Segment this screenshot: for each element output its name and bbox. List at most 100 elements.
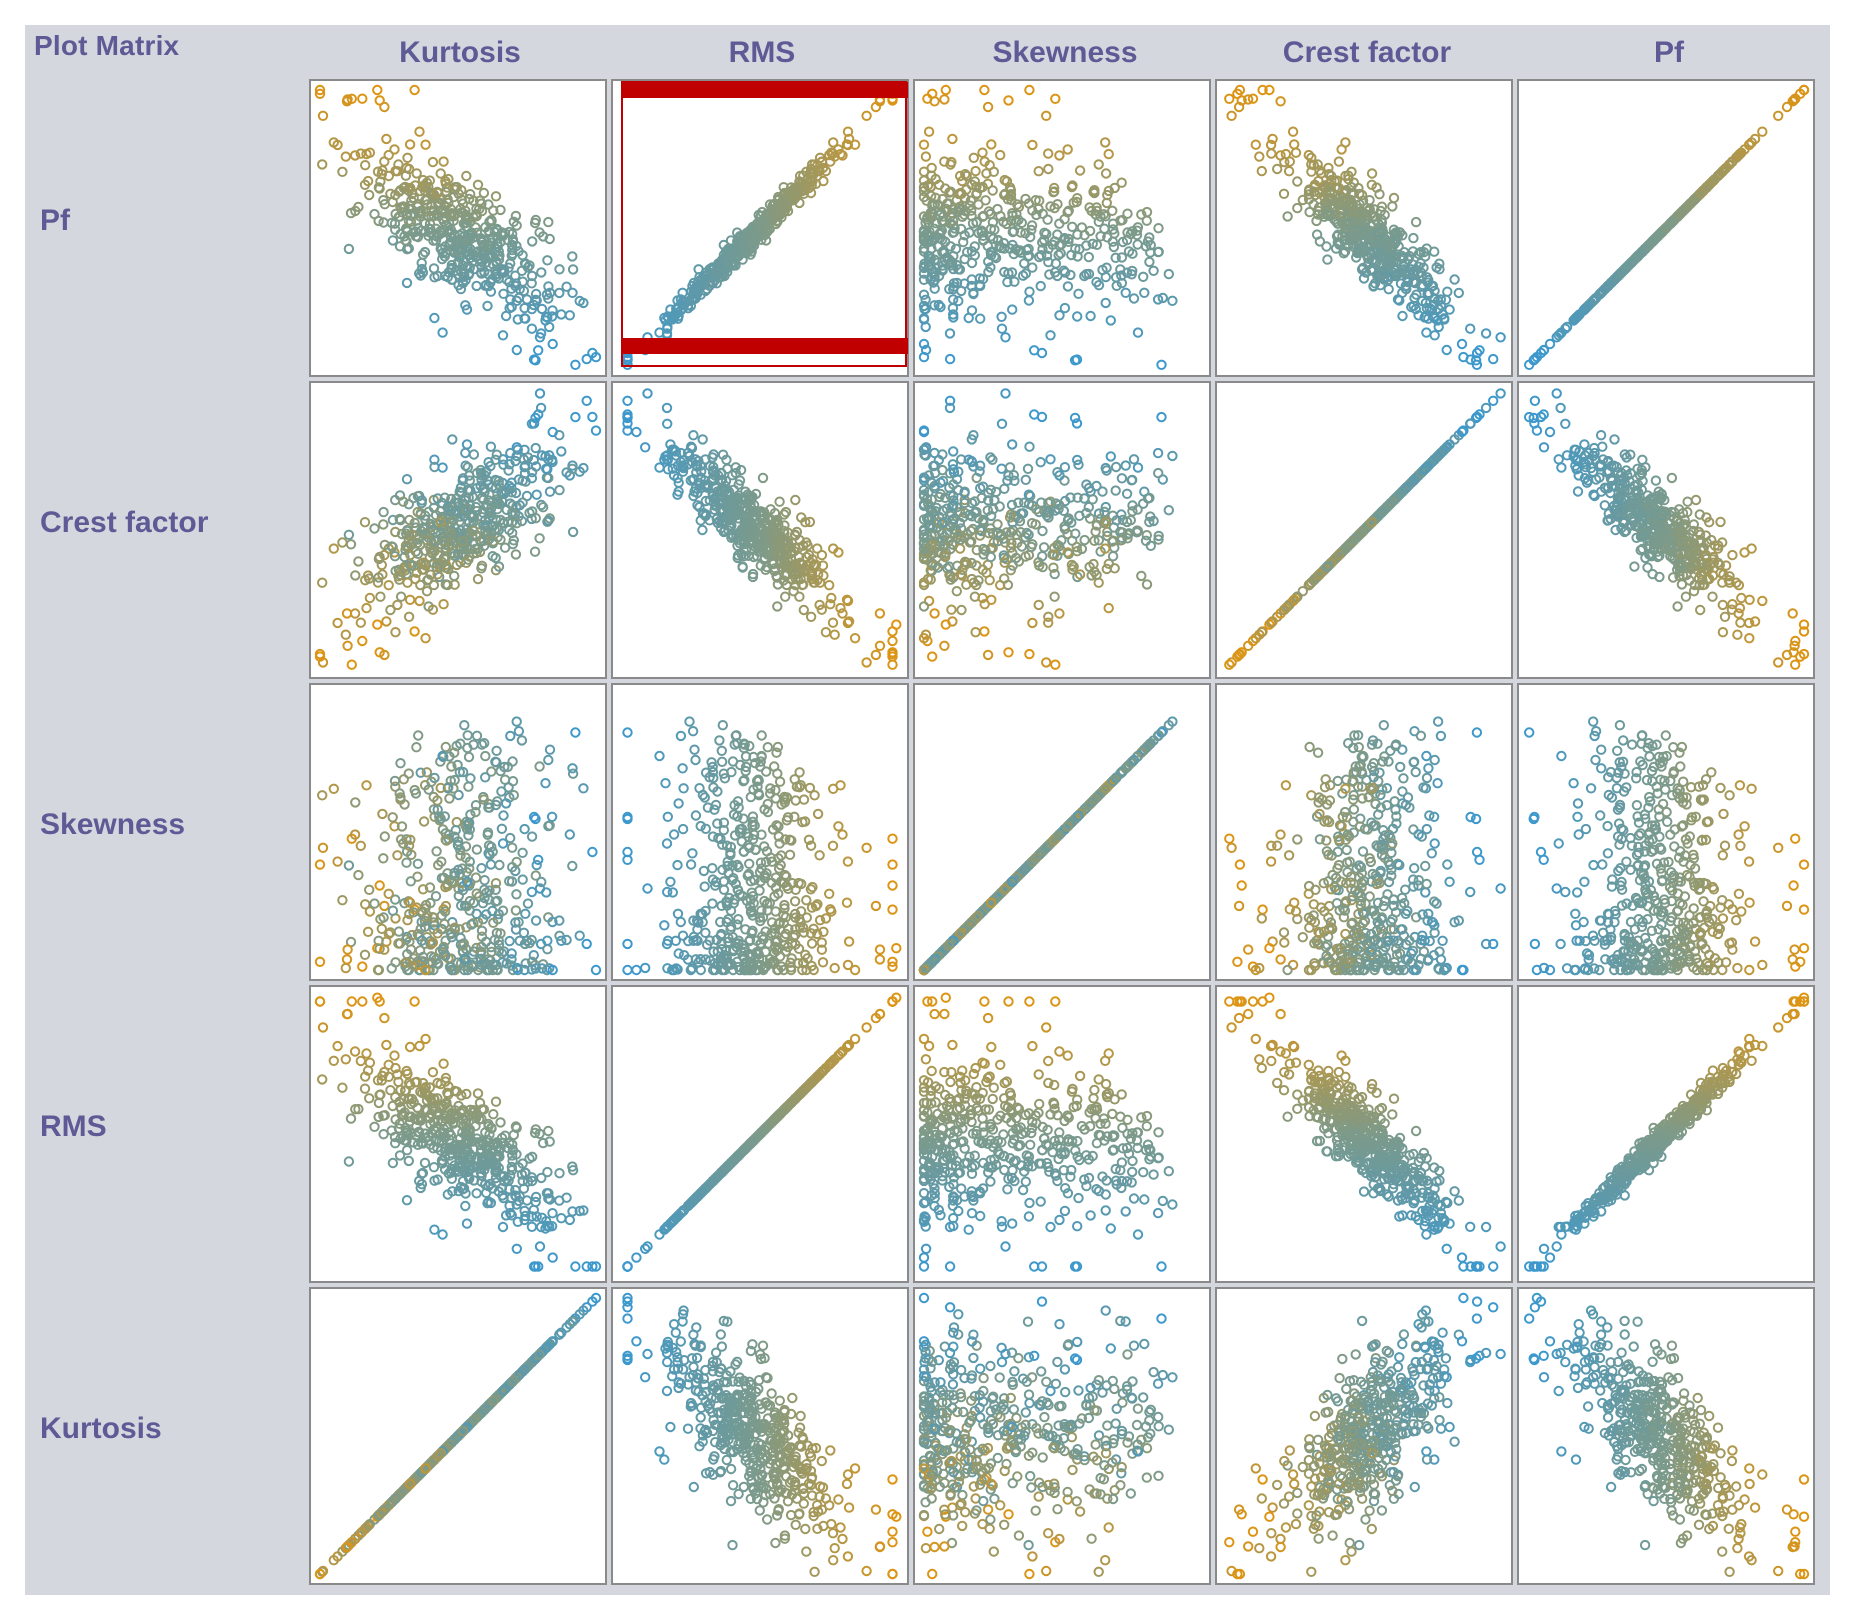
data-point [314, 88, 326, 100]
row-label-kurtosis: Kurtosis [40, 1412, 162, 1445]
column-label-kurtosis: Kurtosis [399, 36, 521, 69]
scatter-cell-pf-vs-crest-factor[interactable] [1215, 79, 1513, 377]
data-point [468, 195, 479, 206]
data-point [547, 305, 558, 316]
data-point [486, 215, 497, 227]
data-point [547, 338, 558, 350]
data-point [489, 227, 500, 238]
scatter-cell-pf-vs-rms[interactable] [611, 79, 909, 377]
data-point [342, 94, 353, 105]
data-point [379, 101, 390, 113]
data-point [423, 230, 434, 242]
data-point [445, 224, 456, 235]
data-point [536, 267, 547, 278]
data-point [861, 110, 872, 122]
data-point [526, 303, 538, 315]
data-point [406, 188, 418, 200]
data-point [501, 274, 512, 285]
data-point [443, 173, 454, 185]
data-point [364, 189, 375, 201]
data-point [590, 351, 602, 363]
data-point [422, 199, 433, 210]
data-point [530, 288, 542, 300]
data-point [337, 166, 348, 178]
data-point [411, 168, 422, 179]
data-point [409, 84, 420, 96]
data-point [546, 311, 558, 322]
data-point [498, 288, 509, 299]
data-point [357, 93, 368, 104]
data-point [506, 301, 517, 313]
data-point [374, 95, 385, 106]
data-point [567, 251, 578, 262]
data-point [471, 280, 482, 292]
data-point [396, 207, 408, 218]
data-point [417, 249, 429, 260]
scatter-cell-crest-factor-vs-kurtosis[interactable] [309, 381, 607, 679]
data-point [476, 268, 487, 279]
data-point [343, 243, 355, 255]
data-point [535, 328, 547, 339]
data-point [460, 209, 471, 221]
data-point [403, 215, 414, 226]
data-point [514, 284, 525, 295]
scatter-cell-crest-factor-vs-rms[interactable] [611, 381, 909, 679]
data-point [524, 260, 535, 271]
data-point [487, 259, 499, 270]
data-point [482, 240, 493, 251]
data-point [386, 217, 397, 229]
data-point [492, 238, 503, 250]
data-point [429, 312, 440, 324]
data-point [556, 309, 567, 320]
data-point [401, 277, 413, 289]
data-point [437, 327, 448, 338]
data-point [373, 182, 385, 193]
data-point [414, 126, 425, 137]
data-point [506, 250, 517, 262]
data-point [497, 230, 509, 242]
data-point [360, 160, 371, 171]
data-point [400, 170, 412, 181]
data-point [574, 295, 585, 307]
selection-top-bar [622, 82, 908, 98]
data-point [570, 359, 581, 370]
data-point [527, 236, 538, 247]
data-point [581, 353, 592, 365]
data-point [444, 209, 455, 220]
data-point [457, 277, 469, 289]
selection-bottom-bar [622, 338, 908, 354]
column-label-pf: Pf [1654, 36, 1684, 69]
data-point [482, 300, 493, 312]
data-point [377, 165, 388, 176]
data-point [567, 264, 579, 275]
data-point [437, 253, 448, 265]
data-point [418, 180, 430, 191]
data-point [404, 139, 416, 150]
scatter-cell-crest-factor-vs-pf[interactable] [1517, 381, 1815, 679]
data-point [622, 355, 633, 366]
cell-background [309, 79, 607, 377]
data-point [432, 187, 443, 199]
data-point [495, 204, 506, 216]
scatter-cell-pf-vs-kurtosis[interactable] [309, 79, 607, 377]
row-label-skewness: Skewness [40, 808, 186, 841]
data-point [511, 344, 522, 356]
data-point [508, 216, 519, 228]
scatter-cell-pf-vs-skewness[interactable] [913, 79, 1211, 377]
data-point [806, 159, 818, 170]
data-point [456, 185, 467, 196]
data-point [328, 137, 339, 148]
data-point [543, 216, 554, 228]
data-point [554, 264, 565, 275]
data-point [430, 235, 442, 246]
data-point [483, 251, 494, 262]
data-point [456, 266, 467, 278]
data-point [478, 187, 490, 199]
scatter-cell-crest-factor-vs-crest-factor[interactable] [1215, 381, 1513, 679]
data-point [519, 313, 530, 324]
scatter-cell-pf-vs-pf[interactable] [1517, 79, 1815, 377]
data-point [345, 207, 357, 219]
data-point [460, 236, 472, 247]
scatter-cell-crest-factor-vs-skewness[interactable] [913, 381, 1211, 679]
data-point [567, 287, 578, 298]
